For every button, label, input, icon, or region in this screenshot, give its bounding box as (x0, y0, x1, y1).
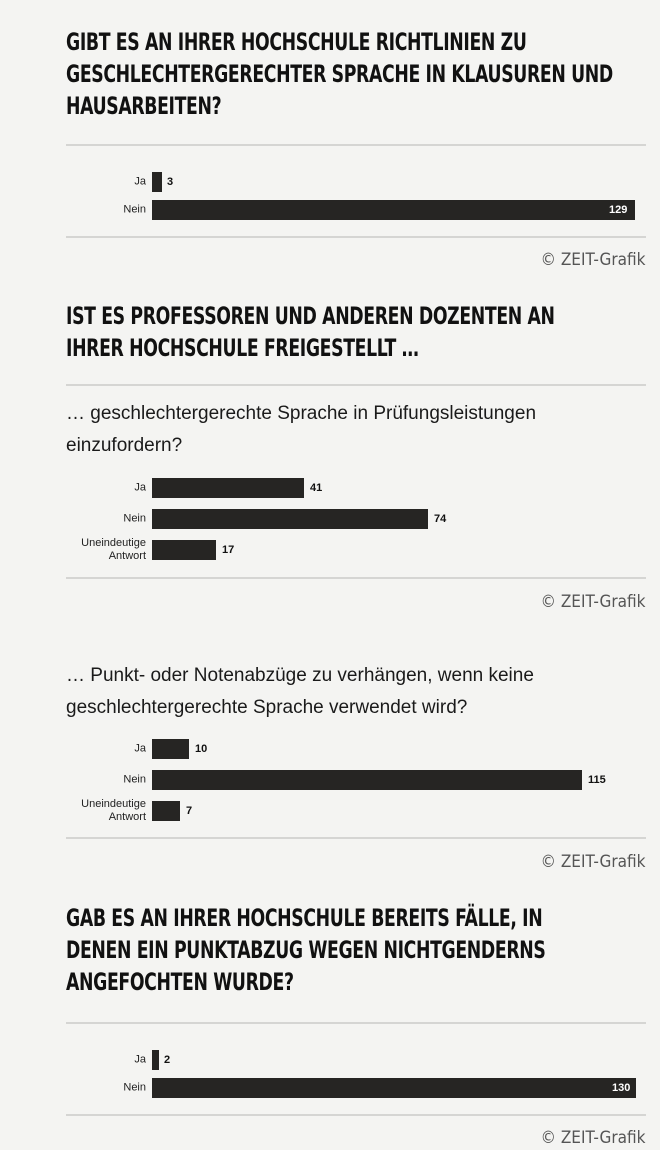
bar-row-nein: Nein 129 (66, 200, 646, 220)
bar-row-nein: Nein 130 (66, 1078, 646, 1098)
bar-row-nein: Nein 74 (66, 509, 646, 529)
q2b-chart: Ja 10 Nein 115 Uneindeutige Antwort 7 (66, 739, 646, 829)
bar (152, 200, 635, 220)
bar (152, 801, 180, 821)
bar-row-uneindeutig: Uneindeutige Antwort 17 (66, 537, 646, 562)
bar-value: 41 (310, 482, 323, 494)
divider (66, 837, 646, 839)
bar-row-nein: Nein 115 (66, 770, 646, 790)
credit-zeit-grafik: © ZEIT-Grafik (541, 1128, 646, 1148)
q1-headline: Gibt es an Ihrer Hochschule Richtlinien … (66, 28, 613, 120)
bar-value: 10 (195, 743, 208, 755)
bar-label: Nein (123, 773, 146, 786)
bar (152, 540, 216, 560)
q2-section: Ist es Professoren und anderen Dozenten … (66, 300, 660, 364)
q2-headline: Ist es Professoren und anderen Dozenten … (66, 302, 555, 362)
bar-row-ja: Ja 41 (66, 478, 646, 498)
q3-section: Gab es an Ihrer Hochschule bereits Fälle… (66, 902, 660, 998)
credit-zeit-grafik: © ZEIT-Grafik (541, 852, 646, 872)
bar (152, 172, 162, 192)
bar-label: Nein (123, 203, 146, 216)
q1-section: Gibt es an Ihrer Hochschule Richtlinien … (66, 26, 660, 122)
bar (152, 1078, 636, 1098)
bar-value: 7 (186, 805, 193, 817)
q2b-subquestion: … Punkt- oder Notenabzüge zu verhängen, … (66, 665, 534, 718)
bar-label: Nein (123, 1081, 146, 1094)
q2a-chart: Ja 41 Nein 74 Uneindeutige Antwort 17 (66, 478, 646, 568)
bar-label: Nein (123, 512, 146, 525)
divider (66, 384, 646, 386)
bar-row-ja: Ja 3 (66, 172, 646, 192)
bar-row-ja: Ja 2 (66, 1050, 646, 1070)
divider (66, 1114, 646, 1116)
bar-value: 3 (167, 176, 174, 188)
q3-chart: Ja 2 Nein 130 (66, 1048, 646, 1108)
bar-value: 129 (609, 204, 628, 216)
bar-row-ja: Ja 10 (66, 739, 646, 759)
bar-value: 2 (164, 1054, 171, 1066)
divider (66, 577, 646, 579)
bar-label: Uneindeutige Antwort (81, 537, 146, 562)
bar-label: Ja (134, 1053, 146, 1066)
bar (152, 509, 428, 529)
credit-zeit-grafik: © ZEIT-Grafik (541, 592, 646, 612)
bar (152, 770, 582, 790)
bar-label: Ja (134, 742, 146, 755)
bar-value: 130 (612, 1082, 631, 1094)
bar-value: 17 (222, 544, 235, 556)
q3-headline: Gab es an Ihrer Hochschule bereits Fälle… (66, 904, 546, 996)
q2a-subquestion: … geschlechtergerechte Sprache in Prüfun… (66, 403, 537, 456)
credit-zeit-grafik: © ZEIT-Grafik (541, 250, 646, 270)
q1-chart: Ja 3 Nein 129 (66, 170, 646, 230)
bar-label: Uneindeutige Antwort (81, 798, 146, 823)
bar (152, 478, 304, 498)
divider (66, 236, 646, 238)
bar (152, 1050, 159, 1070)
bar-value: 74 (434, 513, 447, 525)
divider (66, 1022, 646, 1024)
bar-row-uneindeutig: Uneindeutige Antwort 7 (66, 798, 646, 823)
bar-value: 115 (588, 774, 606, 786)
bar-label: Ja (134, 175, 146, 188)
divider (66, 144, 646, 146)
bar-label: Ja (134, 481, 146, 494)
bar (152, 739, 189, 759)
